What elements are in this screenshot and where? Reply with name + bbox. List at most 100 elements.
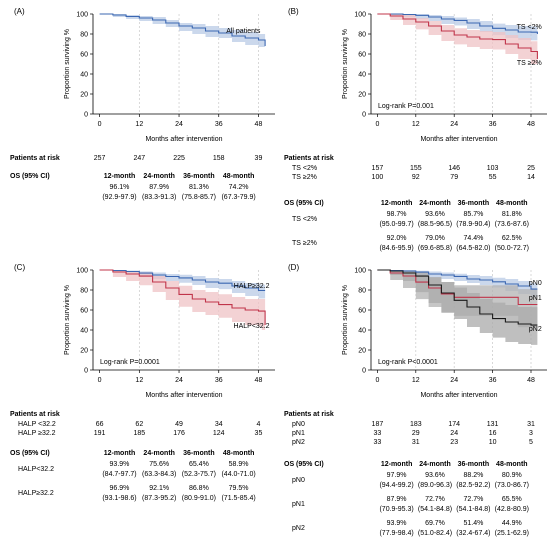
os-header: 12-month	[381, 461, 413, 468]
risk-table-title: Patients at risk	[284, 411, 334, 418]
os-ci: (88.5-96.5)	[418, 221, 452, 228]
x-tick-label: 48	[255, 377, 263, 384]
os-header: 12-month	[381, 200, 413, 207]
risk-value: 157	[372, 165, 384, 172]
os-table-title: OS (95% CI)	[284, 461, 324, 468]
risk-value: 100	[372, 174, 384, 181]
x-tick-label: 12	[135, 121, 143, 128]
risk-value: 62	[135, 421, 143, 428]
os-row-name: TS ≥2%	[292, 240, 317, 247]
os-value: 96.9%	[110, 485, 130, 492]
os-header: 24-month	[419, 461, 451, 468]
risk-value: 24	[450, 430, 458, 437]
os-row-name: pN2	[292, 525, 305, 532]
os-ci: (93.1-98.6)	[102, 495, 136, 502]
os-value: 75.6%	[149, 461, 169, 468]
series-label: HALP<32.2	[234, 323, 270, 330]
y-tick-label: 60	[80, 52, 88, 59]
x-axis-title: Months after intervention	[420, 392, 497, 399]
x-tick-label: 12	[412, 377, 420, 384]
risk-row-name: TS <2%	[292, 165, 317, 172]
km-panel-D: (D) pN0 pN1 pN2 0 20 40 60 80 100 0 12 24 36 48 Months …	[288, 263, 547, 399]
risk-table-title: Patients at risk	[10, 155, 60, 162]
os-value: 93.6%	[425, 211, 445, 218]
risk-row-name: pN0	[292, 421, 305, 428]
km-panel-B: (B) TS <2% TS ≥2% 0 20 40 60 80 100 0 12 24 36 48 Mont…	[288, 7, 547, 143]
os-ci: (44.0-71.0)	[221, 471, 255, 478]
os-table-D: OS (95% CI) 12-month 24-month 36-month 48-mo…	[284, 461, 529, 537]
y-tick-label: 100	[76, 268, 88, 275]
risk-value: 34	[215, 421, 223, 428]
os-header: 24-month	[419, 200, 451, 207]
os-row-name: HALP≥32.2	[18, 490, 54, 497]
panel-label: (A)	[14, 7, 25, 16]
survival-line-HALP≥32.2	[99, 269, 266, 292]
os-table-B: OS (95% CI) 12-month 24-month 36-month 48-mo…	[284, 200, 529, 252]
risk-value: 247	[133, 155, 145, 162]
os-value: 93.9%	[110, 461, 130, 468]
y-axis-title: Proportion surviving %	[64, 29, 71, 99]
km-panel-C: (C) HALP≥32.2 HALP<32.2 0 20 40 60 80 100 0 12 24 36…	[14, 263, 275, 399]
series-label: pN1	[529, 295, 542, 302]
ci-band-TS ≥2%	[377, 14, 538, 76]
os-value: 97.9%	[387, 472, 407, 479]
os-value: 96.1%	[110, 184, 130, 191]
y-tick-label: 80	[80, 288, 88, 295]
os-row-name: TS <2%	[292, 216, 317, 223]
survival-line-HALP<32.2	[99, 269, 266, 325]
os-ci: (63.3-84.3)	[142, 471, 176, 478]
survival-line-TS ≥2%	[377, 13, 538, 59]
y-tick-label: 20	[358, 348, 366, 355]
os-value: 65.4%	[189, 461, 209, 468]
y-tick-label: 0	[84, 368, 88, 375]
risk-value: 131	[487, 421, 499, 428]
y-axis-title: Proportion surviving %	[342, 29, 349, 99]
os-value: 93.6%	[425, 472, 445, 479]
y-tick-label: 40	[358, 72, 366, 79]
x-axis-title: Months after intervention	[145, 392, 222, 399]
risk-row-name: pN2	[292, 439, 305, 446]
risk-table-A: Patients at risk 257 247 225 158 39	[10, 155, 262, 162]
risk-value: 158	[213, 155, 225, 162]
os-ci: (92.9-97.9)	[102, 194, 136, 201]
risk-value: 183	[410, 421, 422, 428]
x-tick-label: 36	[489, 121, 497, 128]
os-value: 87.9%	[387, 496, 407, 503]
os-ci: (52.3-75.7)	[182, 471, 216, 478]
risk-value: 25	[527, 165, 535, 172]
y-axis-title: Proportion surviving %	[342, 285, 349, 355]
panel-label: (C)	[14, 263, 25, 272]
os-value: 98.7%	[387, 211, 407, 218]
os-ci: (80.9-91.0)	[182, 495, 216, 502]
y-tick-label: 100	[76, 12, 88, 19]
series-label: pN0	[529, 280, 542, 287]
risk-table-C: Patients at risk HALP <32.2 66 62 49 34 4 HALP …	[10, 411, 262, 437]
os-header: 36-month	[458, 461, 490, 468]
y-tick-label: 80	[80, 32, 88, 39]
risk-value: 174	[448, 421, 460, 428]
series-label: TS <2%	[517, 24, 542, 31]
os-ci: (67.3-79.9)	[221, 194, 255, 201]
ci-band-HALP<32.2	[99, 270, 266, 342]
series-label: pN2	[529, 326, 542, 333]
series-label: TS ≥2%	[517, 60, 542, 67]
survival-line-pN0	[377, 269, 538, 290]
x-tick-label: 0	[375, 121, 379, 128]
x-tick-label: 12	[135, 377, 143, 384]
y-tick-label: 20	[358, 92, 366, 99]
y-tick-label: 100	[354, 12, 366, 19]
os-value: 51.4%	[463, 520, 483, 527]
series-label: All patients	[226, 28, 261, 35]
os-value: 81.3%	[189, 184, 209, 191]
x-tick-label: 24	[175, 377, 183, 384]
panel-label: (D)	[288, 263, 299, 272]
os-header: 36-month	[458, 200, 490, 207]
x-tick-label: 48	[527, 121, 535, 128]
logrank-pvalue: Log-rank P=0.001	[378, 103, 434, 110]
os-ci: (83.3-91.3)	[142, 194, 176, 201]
os-table-title: OS (95% CI)	[10, 173, 50, 180]
risk-value: 176	[173, 430, 185, 437]
risk-value: 14	[527, 174, 535, 181]
x-tick-label: 0	[98, 377, 102, 384]
